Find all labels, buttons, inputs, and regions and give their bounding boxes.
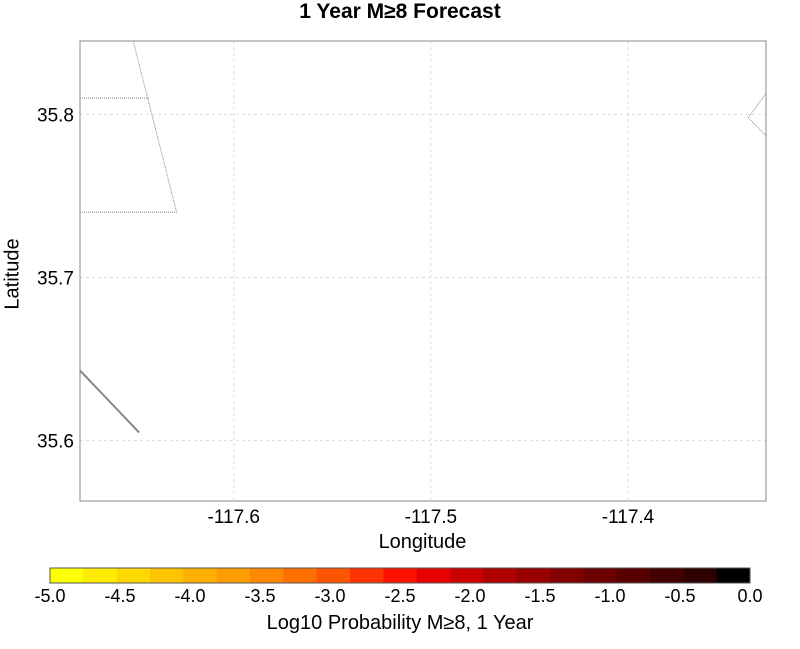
x-tick-label: -117.4 (602, 507, 655, 528)
boundary-right-notch (747, 41, 767, 136)
colorbar-swatch (150, 568, 184, 583)
x-axis-ticks: -117.6 -117.5 -117.4 (208, 507, 655, 528)
colorbar-label: Log10 Probability M≥8, 1 Year (266, 612, 534, 634)
colorbar-swatch (283, 568, 318, 583)
boundary-diagonal (132, 40, 178, 213)
colorbar-swatch (616, 568, 651, 583)
colorbar-swatch (316, 568, 351, 583)
colorbar-ticks: -5.0 -4.5 -4.0 -3.5 -3.0 -2.5 -2.0 -1.5 -1.0 -0.5… (34, 586, 762, 606)
y-tick-label: 35.6 (37, 432, 74, 453)
y-tick-label: 35.7 (37, 269, 74, 290)
colorbar-swatch (550, 568, 584, 583)
colorbar-swatch (216, 568, 251, 583)
colorbar-swatch (650, 568, 684, 583)
colorbar-swatch (350, 568, 384, 583)
y-axis-label: Latitude (1, 238, 24, 310)
y-tick-label: 35.8 (37, 105, 74, 126)
colorbar-swatch (50, 568, 84, 583)
x-tick-label: -117.5 (405, 507, 457, 528)
fault-line (79, 369, 140, 434)
plot-frame (79, 40, 767, 502)
colorbar-tick-label: -1.0 (594, 586, 625, 606)
colorbar-swatch (483, 568, 518, 583)
colorbar-tick-label: -2.0 (454, 586, 485, 606)
colorbar-tick-label: -4.0 (174, 586, 205, 606)
colorbar-frame (49, 567, 751, 584)
colorbar-swatch (416, 568, 451, 583)
colorbar-tick-label: 0.0 (737, 586, 762, 606)
colorbar-swatch (183, 568, 218, 583)
colorbar-swatch (116, 568, 151, 583)
y-axis-ticks: 35.6 35.7 35.8 (37, 105, 74, 452)
colorbar-tick-label: -2.5 (384, 586, 415, 606)
colorbar-tick-label: -0.5 (664, 586, 695, 606)
colorbar-swatch (683, 568, 718, 583)
colorbar-swatch (383, 568, 418, 583)
colorbar-swatch (583, 568, 618, 583)
colorbar-swatch (516, 568, 551, 583)
x-axis-label: Longitude (378, 531, 467, 553)
x-tick-label: -117.6 (208, 507, 260, 528)
colorbar-swatch (83, 568, 118, 583)
colorbar-swatch (250, 568, 284, 583)
colorbar-tick-label: -1.5 (524, 586, 555, 606)
colorbar-tick-label: -5.0 (34, 586, 65, 606)
colorbar-tick-label: -3.0 (314, 586, 345, 606)
colorbar (49, 567, 751, 584)
chart-title: 1 Year M≥8 Forecast (299, 0, 501, 23)
grid-lines (80, 41, 766, 501)
colorbar-tick-label: -4.5 (104, 586, 135, 606)
map-boundaries (79, 40, 767, 434)
colorbar-swatch (450, 568, 484, 583)
colorbar-swatch (716, 568, 751, 583)
colorbar-tick-label: -3.5 (244, 586, 275, 606)
